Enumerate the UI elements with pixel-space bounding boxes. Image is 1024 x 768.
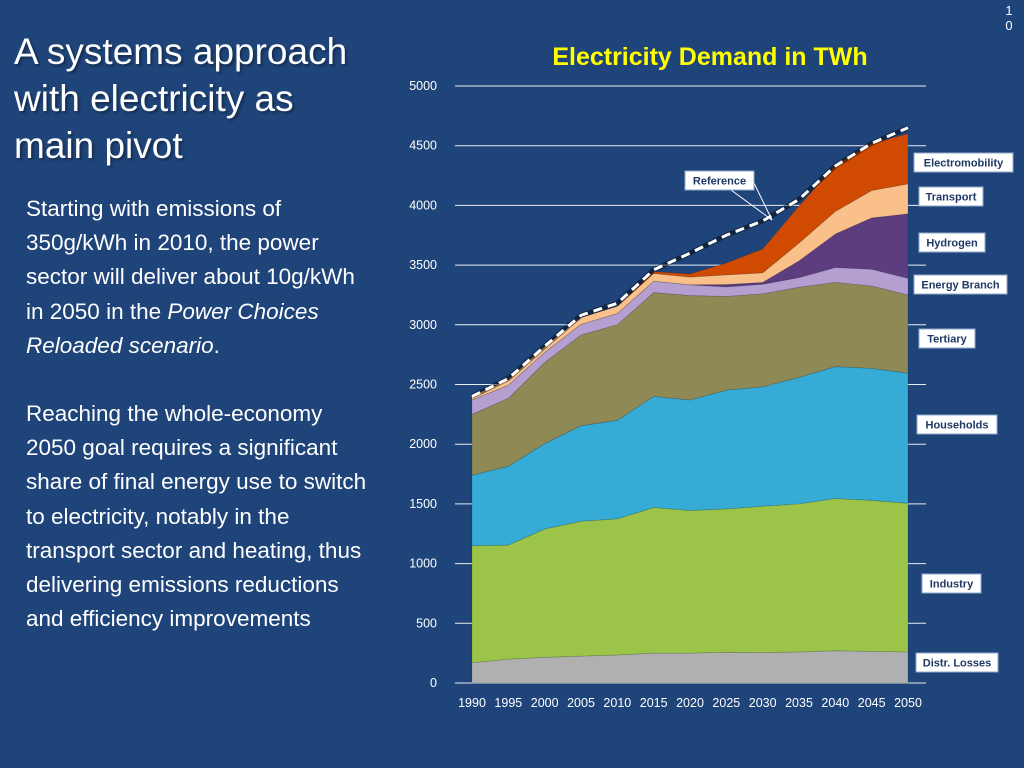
series-tag-label: Electromobility <box>924 158 1004 170</box>
x-tick-label: 2020 <box>676 696 704 710</box>
series-tag-label: Industry <box>930 579 974 591</box>
series-tag-distr-losses: Distr. Losses <box>915 652 999 673</box>
series-tag-box <box>918 186 984 207</box>
reference-callout-box <box>684 170 755 191</box>
x-tick-label: 2045 <box>858 696 886 710</box>
series-tag-label: Hydrogen <box>926 238 978 250</box>
series-tag-households: Households <box>916 414 998 435</box>
body-p1-scenario: Power Choices Reloaded scenario <box>26 298 319 358</box>
x-tick-label: 2000 <box>531 696 559 710</box>
y-tick-label: 3000 <box>409 318 437 332</box>
x-tick-label: 1995 <box>494 696 522 710</box>
y-tick-label: 5000 <box>409 79 437 93</box>
y-tick-label: 1500 <box>409 497 437 511</box>
body-paragraph-1: Starting with emissions of 350g/kWh in 2… <box>26 192 371 363</box>
slide-title: A systems approach with electricity as m… <box>14 31 348 166</box>
series-tag-box <box>916 414 998 435</box>
series-tag-transport: Transport <box>918 186 984 207</box>
series-tag-hydrogen: Hydrogen <box>918 232 986 253</box>
x-tick-label: 2040 <box>821 696 849 710</box>
y-tick-label: 4500 <box>409 139 437 153</box>
y-tick-label: 1000 <box>409 557 437 571</box>
series-tag-label: Transport <box>926 192 977 204</box>
x-tick-label: 1990 <box>458 696 486 710</box>
series-tag-box <box>913 152 1014 173</box>
slide-number: 10 <box>1005 3 1013 33</box>
reference-callout-leader <box>730 189 773 221</box>
reference-callout: Reference <box>684 170 773 221</box>
body-p1-end: . <box>213 332 220 358</box>
area-electromobility <box>471 133 909 397</box>
body-p1-text: Starting with emissions of 350g/kWh in 2… <box>26 196 355 324</box>
x-tick-label: 2030 <box>749 696 777 710</box>
x-tick-label: 2035 <box>785 696 813 710</box>
series-tag-tertiary: Tertiary <box>918 328 976 349</box>
x-tick-label: 2025 <box>712 696 740 710</box>
series-tag-box <box>918 232 986 253</box>
body-paragraph-2: Reaching the whole-economy 2050 goal req… <box>26 401 367 632</box>
y-tick-label: 4000 <box>409 198 437 212</box>
series-tag-box <box>913 274 1008 295</box>
y-tick-label: 2500 <box>409 378 437 392</box>
series-tag-industry: Industry <box>921 573 982 594</box>
y-tick-label: 3500 <box>409 258 437 272</box>
series-tag-box <box>915 652 999 673</box>
x-tick-label: 2010 <box>603 696 631 710</box>
slide-body: Starting with emissions of 350g/kWh in 2… <box>26 192 371 636</box>
reference-callout-leader <box>752 180 773 221</box>
x-tick-label: 2005 <box>567 696 595 710</box>
y-tick-label: 2000 <box>409 437 437 451</box>
series-tag-label: Distr. Losses <box>923 658 991 670</box>
y-tick-label: 0 <box>430 676 437 690</box>
reference-line <box>471 126 909 398</box>
reference-callout-label: Reference <box>693 176 746 188</box>
series-tag-label: Households <box>926 420 989 432</box>
y-tick-label: 500 <box>416 616 437 630</box>
series-tag-electromobility: Electromobility <box>913 152 1014 173</box>
x-tick-label: 2015 <box>640 696 668 710</box>
x-tick-label: 2050 <box>894 696 922 710</box>
chart-title: Electricity Demand in TWh <box>552 43 868 71</box>
series-tag-box <box>918 328 976 349</box>
series-tag-box <box>921 573 982 594</box>
series-tag-energy-branch: Energy Branch <box>913 274 1008 295</box>
series-tag-label: Energy Branch <box>921 280 1000 292</box>
series-tag-label: Tertiary <box>927 334 967 346</box>
